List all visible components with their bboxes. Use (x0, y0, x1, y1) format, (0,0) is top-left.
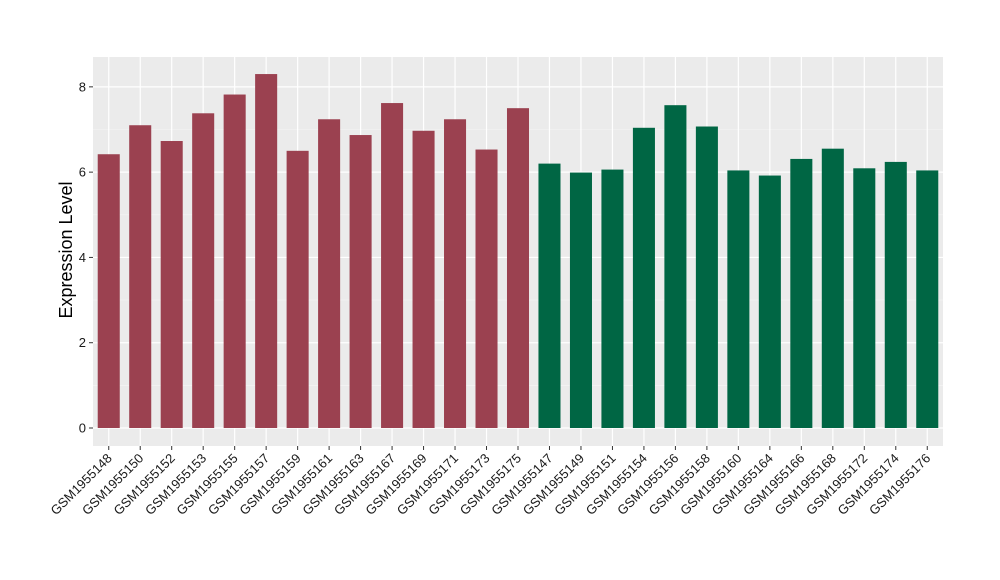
bar-GSM1955154 (632, 127, 655, 428)
y-tick-label: 0 (79, 421, 86, 436)
bar-GSM1955163 (349, 135, 372, 428)
bar-GSM1955174 (884, 161, 907, 428)
bar-GSM1955147 (538, 163, 561, 428)
bars (97, 74, 939, 429)
bar-GSM1955176 (916, 170, 939, 428)
bar-GSM1955175 (506, 108, 530, 428)
bar-GSM1955171 (444, 119, 467, 429)
y-tick-label: 4 (79, 250, 86, 265)
bar-GSM1955155 (223, 94, 246, 429)
bar-GSM1955166 (790, 158, 813, 428)
y-tick-label: 6 (79, 165, 86, 180)
y-tick-label: 2 (79, 335, 86, 350)
bar-GSM1955167 (381, 103, 404, 428)
bar-GSM1955157 (255, 74, 278, 429)
bar-GSM1955151 (601, 169, 624, 428)
bar-GSM1955158 (695, 126, 718, 429)
bar-GSM1955160 (727, 170, 750, 428)
bar-GSM1955173 (475, 149, 498, 428)
x-axis: GSM1955148GSM1955150GSM1955152GSM1955153… (48, 446, 933, 518)
bar-GSM1955148 (97, 154, 120, 428)
y-tick-label: 8 (79, 79, 86, 94)
bar-GSM1955164 (758, 175, 781, 428)
y-axis-title: Expression Level (56, 181, 76, 318)
bar-GSM1955156 (664, 105, 687, 429)
bar-GSM1955159 (286, 150, 309, 428)
bar-GSM1955169 (412, 130, 435, 428)
y-axis: 0 2 4 6 8 (79, 79, 93, 436)
bar-GSM1955152 (160, 141, 183, 428)
bar-GSM1955150 (129, 125, 152, 428)
bar-GSM1955161 (318, 119, 341, 429)
bar-GSM1955153 (192, 113, 215, 428)
bar-GSM1955168 (821, 148, 844, 429)
bar-GSM1955149 (569, 172, 592, 428)
bar-GSM1955172 (853, 168, 876, 429)
